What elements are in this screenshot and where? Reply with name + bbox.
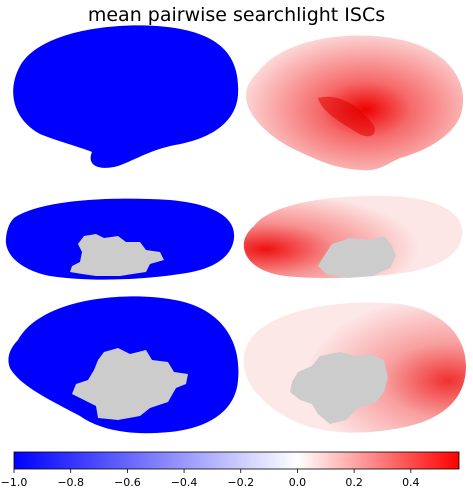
medial-wall-right-medial: [290, 352, 388, 424]
colorbar-tick-label: −1.0: [1, 476, 28, 489]
colorbar-tick-label: 0.0: [289, 476, 307, 489]
colorbar-gradient: [13, 451, 460, 470]
medial-wall-right-ventral: [318, 236, 396, 278]
colorbar-tick-label: −0.6: [114, 476, 141, 489]
colorbar-tick-label: 0.2: [345, 476, 363, 489]
brain-right-ventral: [243, 195, 463, 279]
colorbar-ticks: −1.0 −0.8 −0.6 −0.4 −0.2 0.0 0.2 0.4: [1, 469, 420, 489]
medial-wall-left-ventral: [70, 234, 164, 276]
brain-left-lateral: [13, 25, 239, 168]
brain-right-lateral-hotspot: [318, 96, 375, 137]
colorbar-tick-label: −0.4: [171, 476, 198, 489]
medial-wall-left-medial: [72, 348, 188, 420]
colorbar-tick-label: −0.2: [227, 476, 254, 489]
figure-title: mean pairwise searchlight ISCs: [87, 4, 386, 26]
brain-right-lateral: [245, 35, 464, 171]
colorbar-tick-label: 0.4: [402, 476, 420, 489]
colorbar-tick-label: −0.8: [57, 476, 84, 489]
